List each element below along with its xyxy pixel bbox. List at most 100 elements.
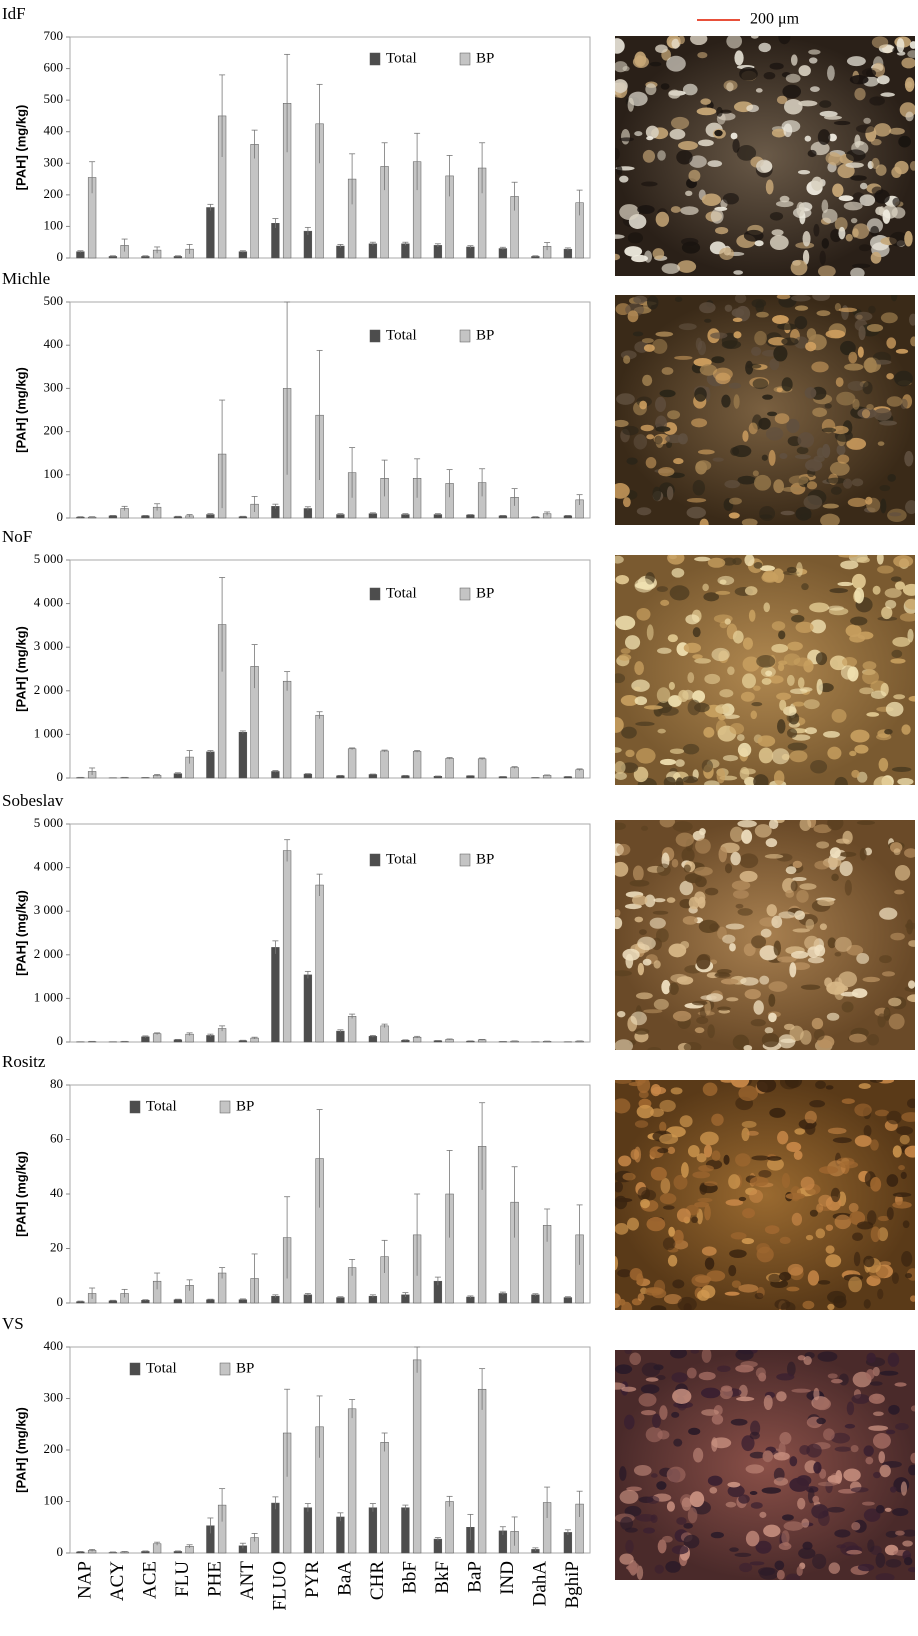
photo-grain [624, 1527, 638, 1533]
error-bar [369, 512, 376, 515]
photo-grain [627, 97, 635, 112]
photo-grain [901, 724, 911, 735]
error-bar [532, 516, 539, 518]
photo-grain [783, 99, 803, 115]
photo-grain [692, 627, 701, 638]
error-bar [154, 246, 161, 254]
photo-grain [903, 1556, 913, 1566]
photo-grain [862, 976, 881, 983]
error-bar [511, 1516, 518, 1546]
photo-grain [844, 1423, 856, 1429]
photo-grain [764, 1027, 774, 1034]
photo-grain [756, 311, 769, 318]
photo-grain [893, 848, 901, 856]
photo-grain [873, 1471, 881, 1479]
chart-title: VS [2, 1314, 24, 1333]
bar [303, 974, 313, 1043]
photo-grain [825, 329, 846, 339]
photo-grain [892, 637, 911, 647]
error-bar [316, 1109, 323, 1208]
photo-grain [630, 1011, 647, 1026]
bar [271, 1502, 280, 1554]
photo-grain [615, 615, 636, 631]
photo-grain [732, 138, 740, 153]
photo-grain [777, 956, 797, 963]
photo-grain [716, 106, 723, 117]
photo-grain [615, 909, 621, 917]
photo-grain [757, 735, 776, 747]
y-tick-label: 2 000 [34, 946, 63, 961]
photo-grain [712, 457, 724, 462]
photo-grain [794, 315, 808, 330]
error-bar [284, 671, 291, 691]
photo-grain [858, 1083, 871, 1090]
photo-grain [629, 1352, 642, 1366]
photo-grain [879, 907, 898, 920]
error-bar [89, 1287, 96, 1299]
photo-grain [789, 962, 797, 978]
photo-grain [768, 993, 776, 1007]
photo-grain [895, 348, 909, 354]
photo-grain [849, 750, 857, 757]
photo-grain [908, 940, 915, 947]
photo-grain [741, 518, 758, 525]
photo-grain [726, 36, 743, 49]
photo-grain [671, 38, 680, 49]
bar [303, 1507, 313, 1554]
photo-grain [875, 1552, 886, 1568]
photo-grain [696, 1016, 709, 1025]
photo-grain [895, 1423, 909, 1431]
bar [433, 1538, 443, 1554]
photo-grain [624, 1414, 635, 1430]
photo-grain [803, 495, 823, 510]
photo-grain [856, 953, 870, 964]
error-bar [532, 255, 539, 258]
photo-grain [711, 1113, 724, 1126]
error-bar [349, 1259, 356, 1276]
photo-grain [754, 474, 772, 491]
photo-grain [615, 772, 627, 780]
photo-grain [851, 1394, 870, 1404]
photo-grain [650, 1166, 667, 1181]
photo-grain [807, 149, 817, 158]
photo-grain [791, 1388, 811, 1393]
photo-grain [788, 475, 809, 486]
photo-grain [902, 1540, 913, 1547]
photo-grain [869, 96, 885, 106]
photo-grain [615, 1195, 628, 1210]
error-bar [544, 511, 551, 516]
plot-frame [69, 301, 591, 519]
photo-grain [790, 688, 808, 695]
photo-grain [660, 599, 670, 606]
error-bar [499, 1526, 506, 1535]
photo-grain [637, 962, 645, 976]
photo-grain [666, 1466, 686, 1483]
legend-label: BP [476, 50, 494, 66]
photo-grain [645, 1426, 663, 1443]
photo-grain [686, 506, 706, 519]
bar [336, 1516, 345, 1554]
photo-grain [771, 643, 789, 653]
photo-grain [833, 120, 851, 126]
photo-grain [689, 155, 707, 168]
x-tick-label: ACY [107, 1561, 128, 1601]
photo-grain [904, 598, 915, 610]
photo-grain [634, 51, 647, 67]
photo-grain [776, 692, 792, 701]
photo-grain [871, 36, 889, 49]
photo-grain [821, 199, 829, 213]
bar [238, 731, 248, 779]
photo-grain [615, 61, 628, 73]
photo-grain [800, 984, 821, 990]
error-bar [239, 515, 246, 518]
photo-grain [704, 1204, 711, 1221]
photo-grain [638, 1393, 657, 1407]
photo-grain [783, 1521, 804, 1531]
photo-grain [676, 1208, 691, 1223]
photo-grain [685, 190, 693, 197]
photo-grain [787, 641, 803, 651]
legend-label: BP [476, 851, 494, 867]
photo-grain [704, 1181, 718, 1187]
photo-grain [838, 971, 858, 988]
photo-grain [832, 1137, 852, 1144]
